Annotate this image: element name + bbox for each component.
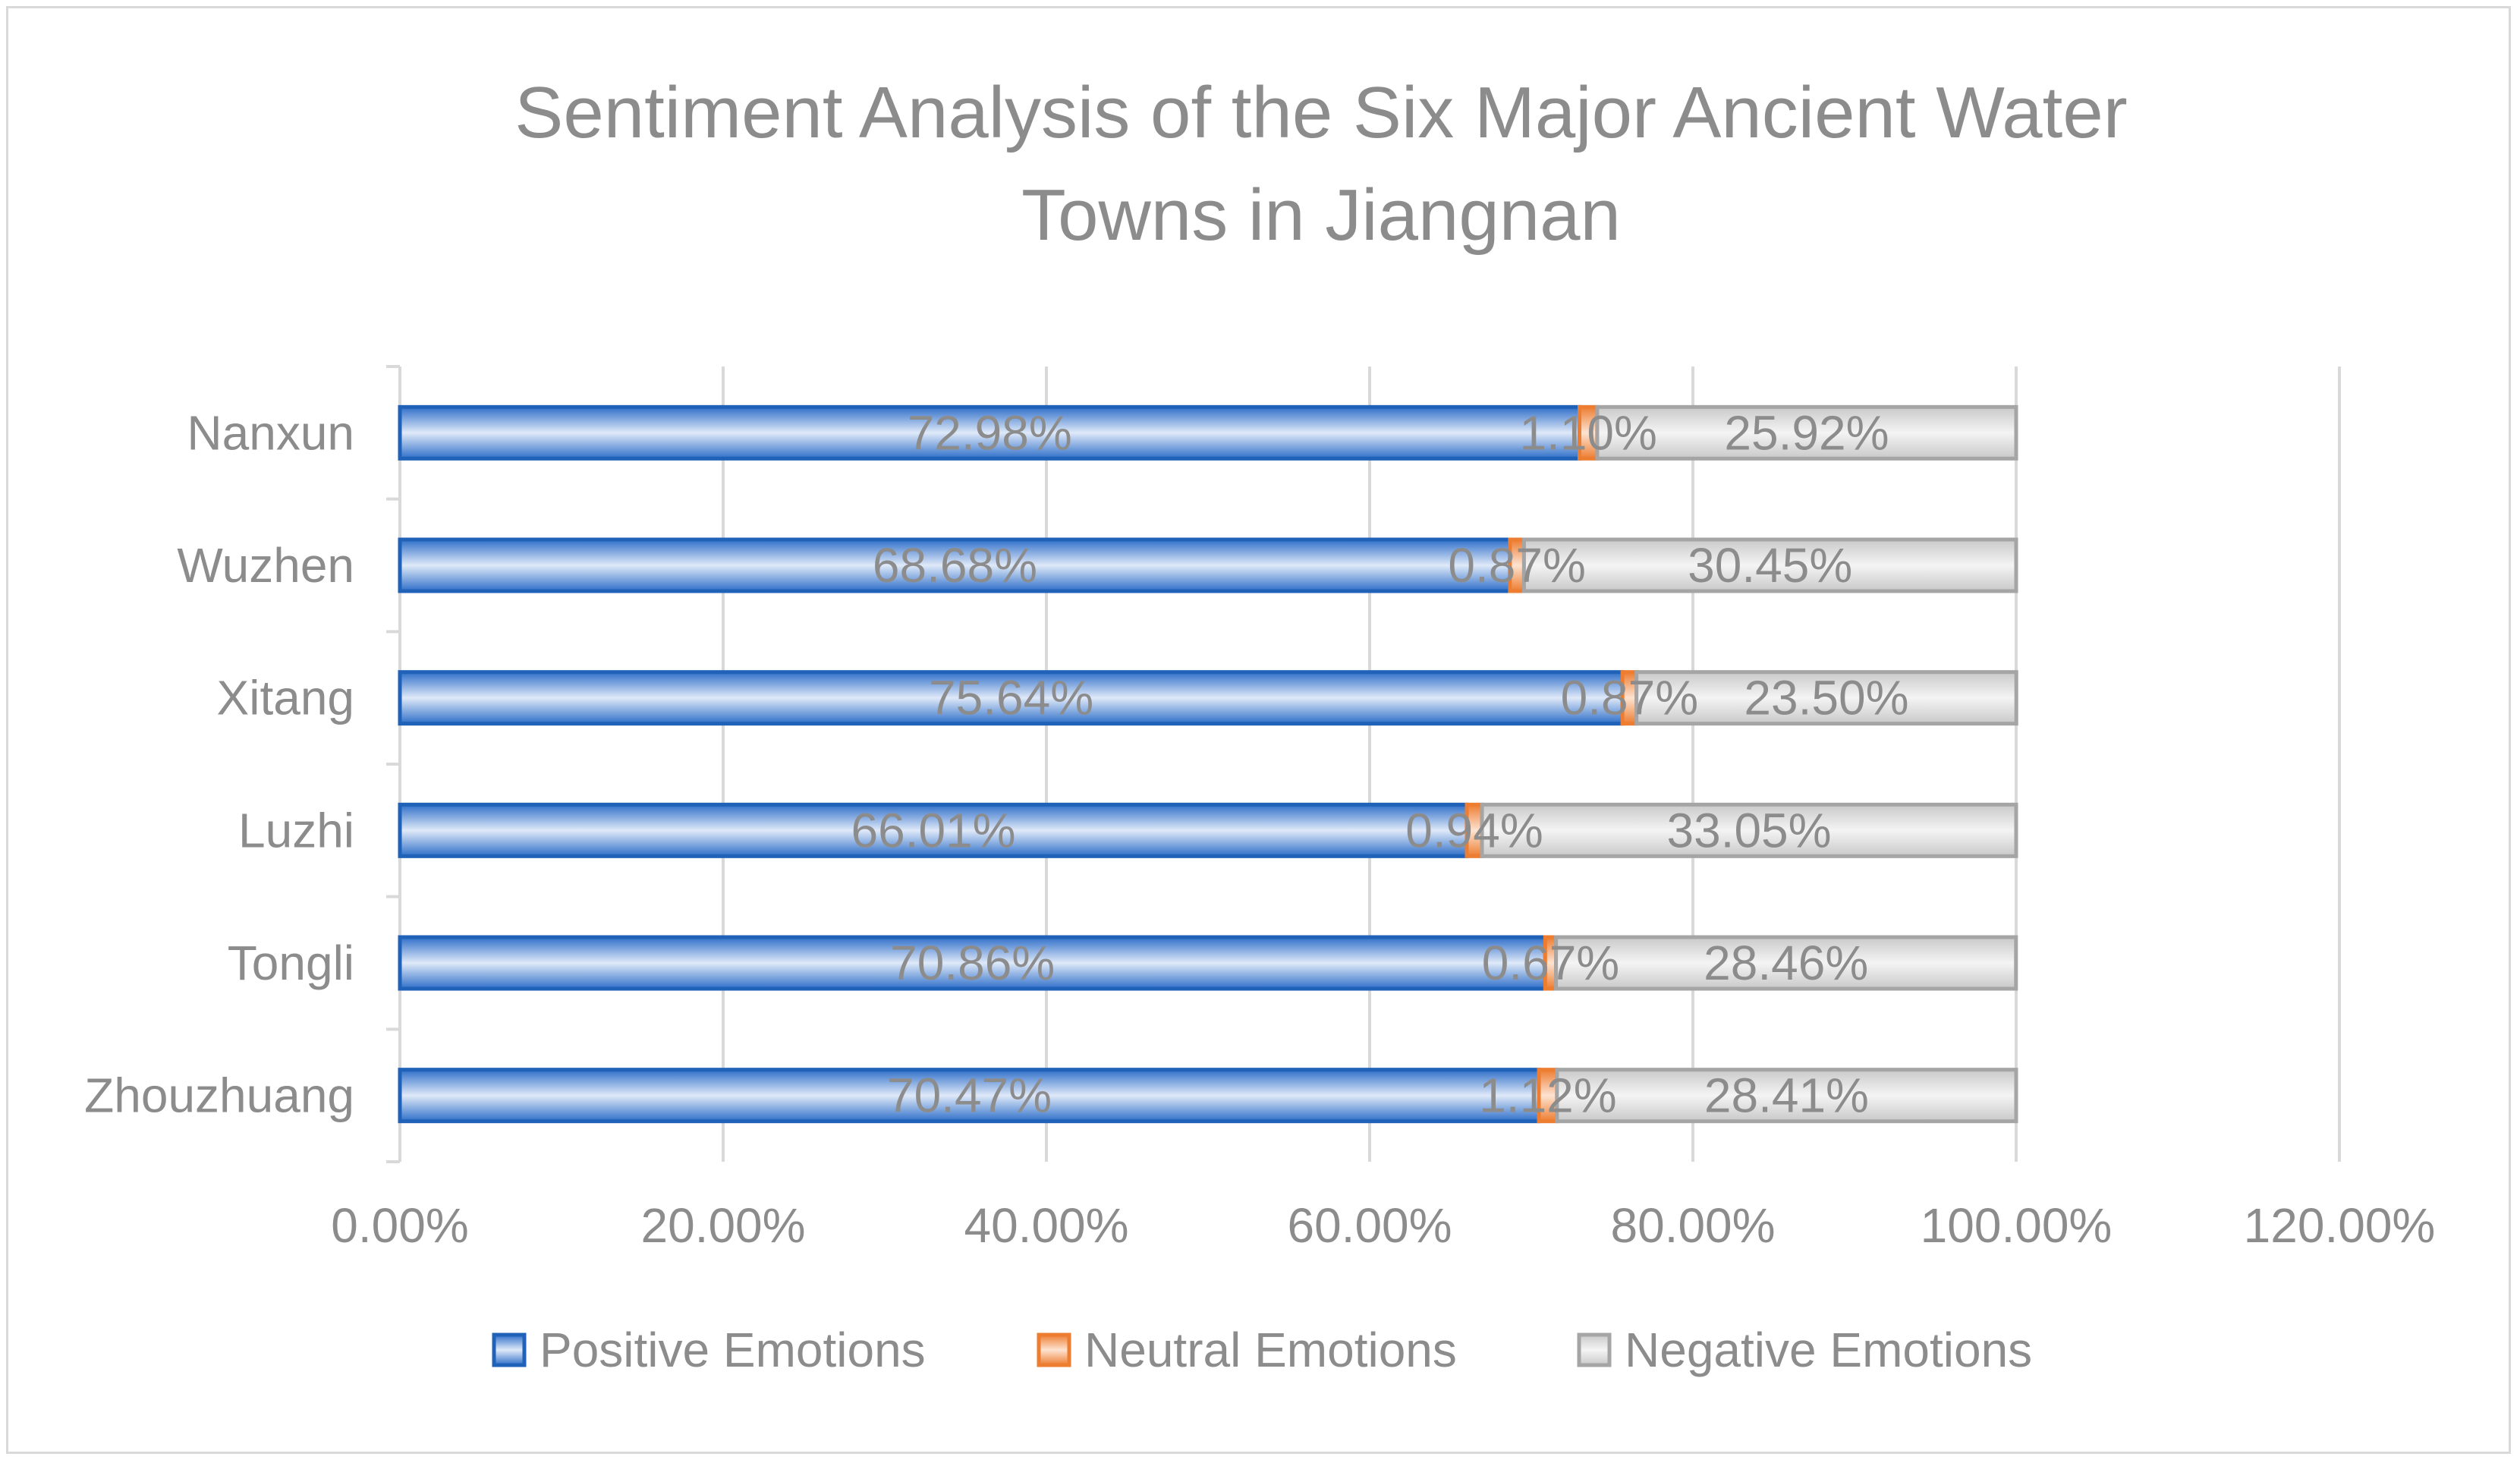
x-tick-label-2: 40.00% bbox=[964, 1198, 1128, 1253]
x-tick-label-0: 0.00% bbox=[331, 1198, 468, 1253]
bar-positive-wuzhen bbox=[398, 537, 1512, 593]
bar-negative-wuzhen bbox=[1521, 537, 2018, 593]
data-label-neutral-zhouzhuang: 1.12% bbox=[1479, 1068, 1616, 1123]
data-label-positive-wuzhen: 68.68% bbox=[873, 538, 1037, 593]
legend-swatch-negative bbox=[1577, 1332, 1612, 1367]
chart-title-line-2: Towns in Jiangnan bbox=[1021, 175, 1621, 256]
data-label-neutral-wuzhen: 0.87% bbox=[1448, 538, 1585, 593]
data-label-positive-luzhi: 66.01% bbox=[851, 803, 1015, 857]
bar-negative-luzhi bbox=[1480, 802, 2018, 858]
category-label-zhouzhuang: Zhouzhuang bbox=[84, 1068, 354, 1123]
legend-label-neutral: Neutral Emotions bbox=[1084, 1323, 1457, 1377]
chart-svg: Sentiment Analysis of the Six Major Anci… bbox=[84, 72, 2435, 1377]
legend-label-positive: Positive Emotions bbox=[540, 1323, 926, 1377]
data-label-negative-zhouzhuang: 28.41% bbox=[1704, 1068, 1869, 1123]
chart-frame: Sentiment Analysis of the Six Major Anci… bbox=[6, 6, 2511, 1454]
category-label-wuzhen: Wuzhen bbox=[177, 538, 354, 593]
bar-negative-zhouzhuang bbox=[1555, 1068, 2018, 1124]
data-label-neutral-luzhi: 0.94% bbox=[1405, 803, 1543, 857]
data-label-negative-wuzhen: 30.45% bbox=[1688, 538, 1852, 593]
data-label-positive-tongli: 70.86% bbox=[890, 936, 1055, 990]
legend-label-negative: Negative Emotions bbox=[1625, 1323, 2032, 1377]
bar-negative-nanxun bbox=[1595, 404, 2018, 461]
data-label-negative-luzhi: 33.05% bbox=[1666, 803, 1831, 857]
data-label-neutral-tongli: 0.67% bbox=[1482, 936, 1619, 990]
data-label-positive-zhouzhuang: 70.47% bbox=[887, 1068, 1052, 1123]
x-tick-label-1: 20.00% bbox=[640, 1198, 805, 1253]
chart-title: Sentiment Analysis of the Six Major Anci… bbox=[514, 72, 2127, 256]
chart-title-line-1: Sentiment Analysis of the Six Major Anci… bbox=[514, 72, 2127, 153]
x-tick-label-4: 80.00% bbox=[1610, 1198, 1775, 1253]
gridlines bbox=[722, 367, 2341, 1162]
bar-negative-xitang bbox=[1634, 670, 2018, 726]
bars bbox=[398, 404, 2018, 1124]
category-label-nanxun: Nanxun bbox=[187, 405, 354, 460]
x-tick-label-6: 120.00% bbox=[2244, 1198, 2436, 1253]
value-axis-ticks: 0.00% 20.00% 40.00% 60.00% 80.00% 100.00% 120.… bbox=[331, 1198, 2435, 1253]
data-label-positive-xitang: 75.64% bbox=[929, 671, 1093, 725]
bar-negative-tongli bbox=[1554, 935, 2018, 991]
data-label-negative-xitang: 23.50% bbox=[1744, 671, 1908, 725]
data-labels: 72.98% 1.10% 25.92% 68.68% 0.87% 30.45% 75.64%… bbox=[851, 405, 1908, 1122]
legend-swatch-positive bbox=[492, 1332, 527, 1367]
legend-swatch-neutral bbox=[1037, 1332, 1071, 1367]
category-label-luzhi: Luzhi bbox=[238, 803, 354, 857]
data-label-negative-tongli: 28.46% bbox=[1704, 936, 1868, 990]
bar-positive-zhouzhuang bbox=[398, 1068, 1541, 1124]
bar-positive-luzhi bbox=[398, 802, 1469, 858]
category-label-xitang: Xitang bbox=[217, 671, 354, 725]
data-label-negative-nanxun: 25.92% bbox=[1724, 405, 1889, 460]
category-axis: Nanxun Wuzhen Xitang Luzhi Tongli Zhouzhuang bbox=[84, 365, 401, 1163]
x-tick-label-5: 100.00% bbox=[1921, 1198, 2113, 1253]
data-label-neutral-xitang: 0.87% bbox=[1561, 671, 1698, 725]
legend: Positive Emotions Neutral Emotions Negativ… bbox=[492, 1323, 2032, 1377]
data-label-positive-nanxun: 72.98% bbox=[908, 405, 1072, 460]
data-label-neutral-nanxun: 1.10% bbox=[1519, 405, 1656, 460]
x-tick-label-3: 60.00% bbox=[1287, 1198, 1452, 1253]
category-label-tongli: Tongli bbox=[228, 936, 354, 990]
